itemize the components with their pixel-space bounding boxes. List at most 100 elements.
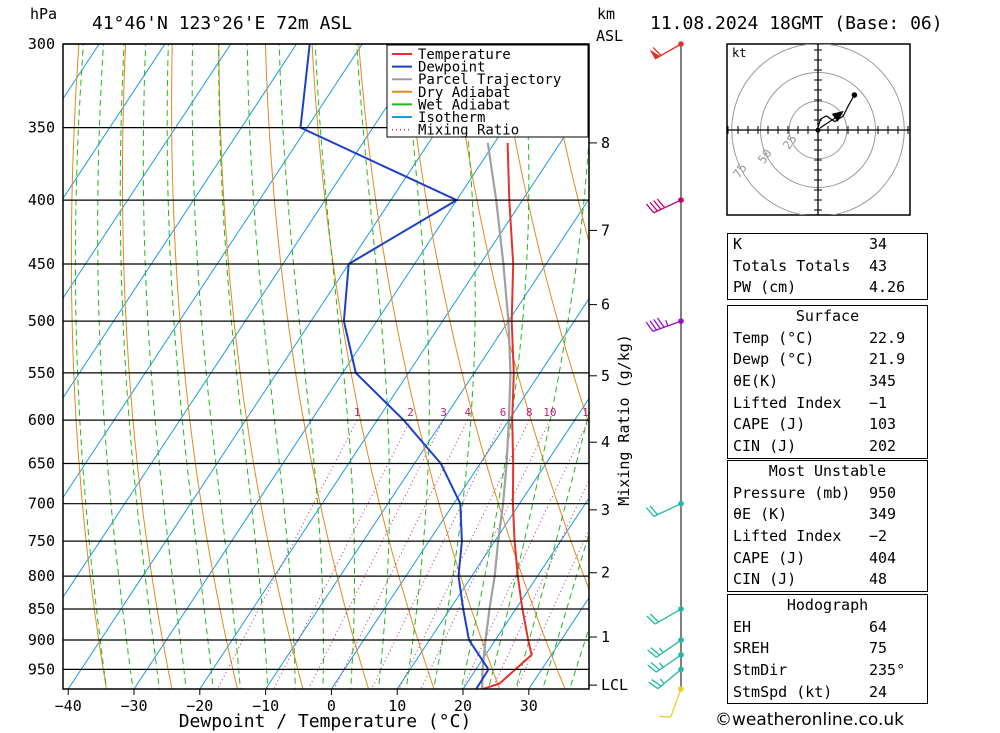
index-label: PW (cm)	[733, 278, 797, 297]
pressure-tick-label: 450	[28, 255, 55, 273]
dry-adiabat-line	[973, 0, 1000, 724]
pressure-tick-label: 800	[28, 567, 55, 585]
wet-adiabat-line	[74, 44, 108, 689]
wind-barb	[645, 503, 682, 517]
parcel-trajectory-line	[481, 142, 512, 689]
index-row: CAPE (J) 404	[728, 548, 927, 570]
index-label: Totals Totals	[733, 256, 851, 275]
hodograph-ring-label: 50	[755, 147, 775, 167]
location-title: 41°46'N 123°26'E 72m ASL	[92, 13, 352, 34]
index-row: CIN (J) 202	[728, 436, 927, 458]
wind-barb	[649, 43, 682, 60]
legend-label: Temperature	[418, 47, 511, 63]
mixing-ratio-line	[398, 419, 530, 689]
hodograph-start-dot	[815, 127, 821, 133]
mixing-ratio-line	[370, 419, 504, 689]
mixing-ratio-label: 1	[354, 406, 361, 419]
index-row: StmDir 235°	[728, 660, 927, 682]
index-row: Pressure (mb) 950	[728, 483, 927, 505]
index-label: CAPE (J)	[733, 548, 806, 567]
asl-label: ASL	[596, 27, 623, 45]
x-axis-label: Dewpoint / Temperature (°C)	[179, 711, 472, 732]
isotherm-line	[63, 44, 232, 300]
mixing-ratio-label: 6	[500, 406, 507, 419]
mixing-ratio-line	[420, 419, 551, 689]
index-row: CAPE (J) 103	[728, 414, 927, 436]
km-tick-label: 6	[601, 296, 610, 314]
pressure-tick-label: 400	[28, 191, 55, 209]
isotherm-line	[63, 44, 100, 100]
index-label: K	[733, 235, 743, 253]
dry-adiabat-line	[544, 44, 589, 244]
isotherm-line	[63, 44, 298, 399]
wet-adiabat-line	[314, 44, 355, 689]
wind-barb	[659, 688, 682, 718]
index-row: EH 64	[728, 617, 927, 639]
isotherm-line	[63, 44, 363, 499]
wind-barb	[645, 198, 682, 214]
index-value: 349	[869, 505, 897, 524]
index-label: CIN (J)	[733, 570, 797, 589]
index-value: 345	[869, 372, 897, 391]
legend-label: Mixing Ratio	[418, 123, 519, 139]
index-label: Temp (°C)	[733, 328, 815, 347]
mixing-ratio-line	[216, 419, 358, 689]
index-row: Dewp (°C) 21.9	[728, 349, 927, 371]
temp-tick-label: −20	[186, 697, 213, 715]
index-label: θE (K)	[733, 505, 788, 524]
wet-adiabat-line	[119, 44, 161, 689]
chart-axes: 3003504004505005506006507007508008509009…	[28, 35, 628, 715]
wind-barb	[647, 639, 682, 658]
temp-tick-label: 0	[327, 697, 336, 715]
index-row: StmSpd (kt) 24	[728, 682, 927, 704]
km-tick-label: 3	[601, 501, 610, 519]
mixing-ratio-label: 15	[582, 406, 595, 419]
index-label: StmSpd (kt)	[733, 682, 833, 701]
index-row: SREH 75	[728, 638, 927, 660]
km-tick-label: 1	[601, 628, 610, 646]
surface-table: Surface Temp (°C) 22.9 Dewp (°C) 21.9 θE(K) 3…	[727, 305, 928, 459]
index-row: K 34	[728, 234, 927, 256]
most-unstable-title: Most Unstable	[768, 462, 887, 480]
index-label: Lifted Index	[733, 393, 842, 412]
isotherm-line	[396, 397, 589, 689]
km-label: km	[597, 5, 615, 23]
index-label: Pressure (mb)	[733, 483, 851, 502]
index-label: SREH	[733, 639, 770, 658]
km-tick-label: 2	[601, 564, 610, 582]
most-unstable-table: Most Unstable Pressure (mb) 950 θE (K) 349 L…	[727, 460, 928, 593]
wet-adiabat-line	[166, 44, 214, 689]
hpa-label: hPa	[30, 5, 57, 23]
index-row: PW (cm) 4.26	[728, 277, 927, 299]
pressure-tick-label: 650	[28, 454, 55, 472]
hodograph-title: Hodograph	[786, 596, 869, 614]
legend-label: Wet Adiabat	[418, 97, 511, 113]
mixing-ratio-label: 25	[633, 406, 646, 419]
index-label: EH	[733, 617, 752, 636]
dry-adiabat-line	[928, 0, 1000, 724]
temperature-line	[482, 142, 533, 689]
pressure-tick-label: 850	[28, 600, 55, 618]
legend-label: Dry Adiabat	[418, 85, 511, 101]
pressure-tick-label: 700	[28, 495, 55, 513]
index-value: 4.26	[869, 278, 906, 297]
legend-label: Dewpoint	[418, 60, 485, 76]
hodograph-ring-label: 75	[730, 161, 750, 181]
index-row: θE(K) 345	[728, 371, 927, 393]
pressure-tick-label: 600	[28, 411, 55, 429]
wind-barb	[646, 608, 682, 625]
legend-box	[386, 44, 589, 138]
legend-label: Isotherm	[418, 110, 485, 126]
pressure-tick-label: 750	[28, 532, 55, 550]
chart-frame	[62, 43, 590, 690]
hodograph-ring-label: 25	[780, 132, 800, 152]
isotherm-line	[265, 198, 589, 689]
index-value: −2	[869, 527, 888, 546]
wind-barb	[645, 317, 682, 333]
index-row: θE (K) 349	[728, 504, 927, 526]
pressure-tick-label: 950	[28, 660, 55, 678]
index-value: 75	[869, 639, 888, 658]
index-label: CAPE (J)	[733, 415, 806, 434]
surface-title: Surface	[795, 307, 860, 325]
index-value: 24	[869, 682, 888, 701]
